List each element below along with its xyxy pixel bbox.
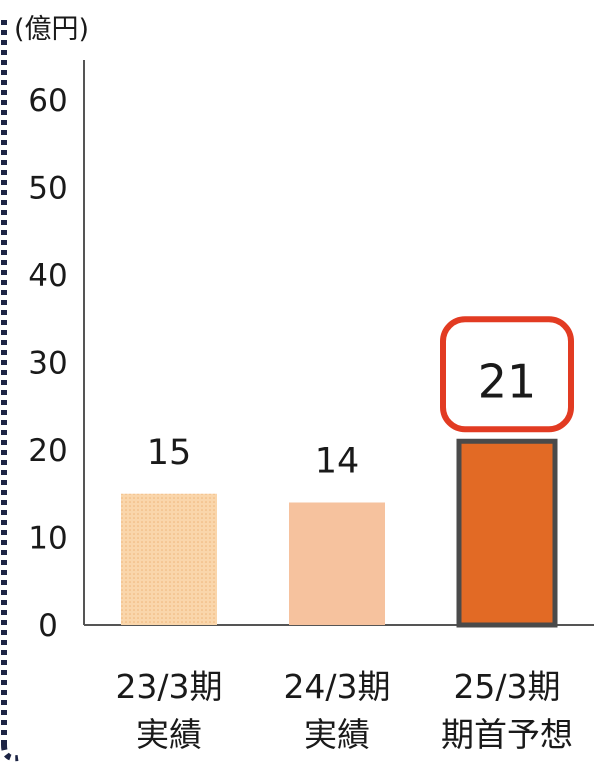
bar xyxy=(289,502,385,625)
y-tick-label: 60 xyxy=(28,83,67,119)
dotted-border-corner xyxy=(1,744,19,762)
bar xyxy=(456,438,558,628)
x-tick-label: 25/3期 xyxy=(453,667,560,706)
data-label: 14 xyxy=(315,442,360,482)
y-tick-label: 40 xyxy=(28,258,67,294)
x-tick-label: 23/3期 xyxy=(115,667,222,706)
y-tick-label: 10 xyxy=(28,521,67,557)
unit-label: (億円) xyxy=(14,14,89,45)
data-label: 21 xyxy=(478,354,537,408)
y-tick-labels: 0 10 20 30 40 50 60 xyxy=(28,83,67,644)
bar xyxy=(121,493,217,625)
x-tick-label: 24/3期 xyxy=(283,667,390,706)
y-tick-label: 50 xyxy=(28,171,67,207)
y-tick-label: 0 xyxy=(38,608,58,644)
x-tick-label: 実績 xyxy=(136,715,202,754)
y-tick-label: 20 xyxy=(28,433,67,469)
x-tick-label: 期首予想 xyxy=(441,715,573,754)
y-tick-label: 30 xyxy=(28,346,67,382)
x-tick-label: 実績 xyxy=(304,715,370,754)
bars: 15 14 21 xyxy=(121,316,574,628)
data-label: 15 xyxy=(147,433,192,473)
highlight-box xyxy=(440,316,574,433)
